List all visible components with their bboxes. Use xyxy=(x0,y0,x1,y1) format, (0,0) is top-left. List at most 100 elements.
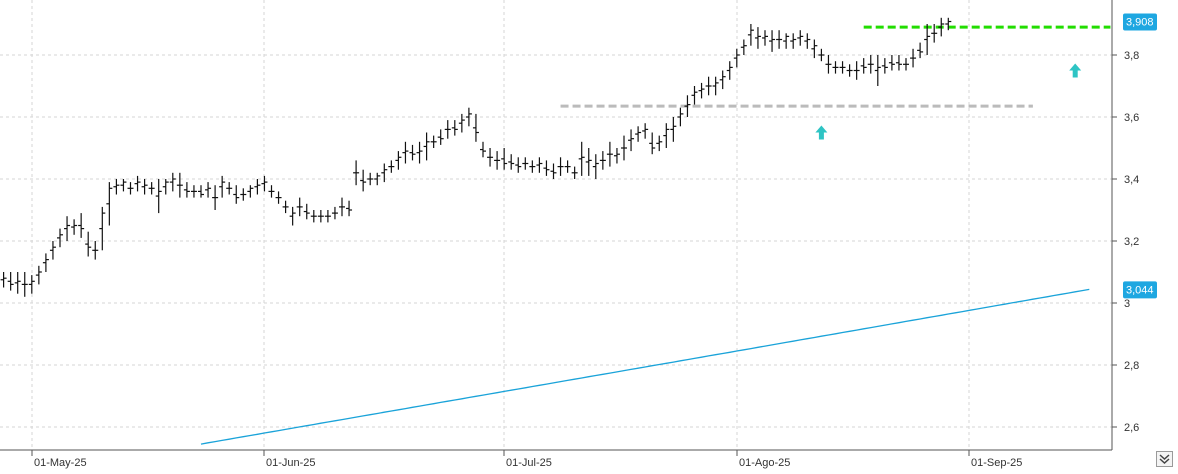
price-bar xyxy=(726,61,733,80)
price-bar xyxy=(331,206,338,220)
arrow-up-icon xyxy=(815,125,828,140)
moving-average-line xyxy=(200,288,1090,445)
price-bar xyxy=(599,151,606,170)
price-bar xyxy=(895,55,902,71)
price-bar xyxy=(35,265,42,285)
price-bar xyxy=(557,157,564,176)
price-bar xyxy=(282,200,289,214)
price-bar xyxy=(846,64,853,77)
price-bar xyxy=(275,191,282,204)
price-bar xyxy=(938,17,945,37)
x-tick-label: 01-May-25 xyxy=(34,457,87,469)
price-bar xyxy=(183,182,190,198)
last-price-badge-bg xyxy=(1123,13,1157,31)
price-bar xyxy=(28,275,35,294)
y-tick-label: 3,8 xyxy=(1124,50,1139,62)
y-axis-ticks: 2,6 2,8 3 3,2 3,4 3,6 3,8 xyxy=(1112,50,1139,434)
price-bar xyxy=(268,185,275,198)
price-badges: 3,908 3,044 xyxy=(1123,13,1157,299)
price-bar xyxy=(296,197,303,217)
price-bars xyxy=(0,17,952,297)
price-bar xyxy=(324,210,331,223)
price-bar xyxy=(205,182,212,198)
price-bar xyxy=(501,148,508,170)
price-bar xyxy=(508,154,515,170)
price-bar xyxy=(339,197,345,217)
y-tick-label: 3,2 xyxy=(1124,236,1139,248)
price-bar xyxy=(113,179,120,195)
scroll-to-end-button[interactable] xyxy=(1156,451,1173,467)
price-bar xyxy=(536,157,543,173)
moving-average-badge-bg xyxy=(1123,281,1157,299)
price-bar xyxy=(529,160,536,173)
price-bar xyxy=(162,179,169,195)
price-bar xyxy=(740,39,747,55)
price-bar xyxy=(409,144,416,161)
price-bar xyxy=(860,58,867,74)
chevron-double-down-icon xyxy=(1159,454,1170,465)
price-bar xyxy=(684,95,691,117)
price-bar xyxy=(832,61,839,74)
price-bar xyxy=(712,76,719,96)
price-bar xyxy=(212,185,219,210)
x-axis-ticks: 01-May-25 01-Jun-25 01-Jul-25 01-Ago-25 01-S… xyxy=(31,450,1022,469)
price-bar xyxy=(416,141,423,164)
price-bar xyxy=(310,210,317,223)
price-bar xyxy=(910,48,917,68)
price-bar xyxy=(254,179,261,195)
price-bar xyxy=(754,27,761,49)
x-tick-label: 01-Jul-25 xyxy=(506,457,552,469)
x-tick-label: 01-Jun-25 xyxy=(266,457,316,469)
y-tick-label: 3 xyxy=(1124,298,1130,310)
price-bar xyxy=(677,107,684,127)
price-bar xyxy=(303,203,310,220)
price-bar xyxy=(621,135,627,161)
price-bar xyxy=(769,30,776,52)
price-bar xyxy=(148,182,155,195)
price-bar xyxy=(571,166,578,179)
price-bar xyxy=(853,61,860,80)
price-bar xyxy=(106,182,113,226)
price-bar xyxy=(606,141,613,167)
y-tick-label: 3,6 xyxy=(1124,112,1139,124)
price-bar xyxy=(691,86,698,105)
price-bar xyxy=(451,120,458,136)
price-bar xyxy=(924,24,931,55)
price-bar xyxy=(776,30,783,49)
signal-arrows xyxy=(815,63,1082,140)
price-bar xyxy=(550,163,557,179)
price-bar xyxy=(176,172,183,198)
price-bar xyxy=(346,200,353,217)
price-bar xyxy=(522,157,529,170)
price-bar xyxy=(7,272,14,291)
price-bar xyxy=(670,117,677,142)
price-bar xyxy=(64,216,71,241)
moving-average-series xyxy=(200,288,1090,445)
price-bar xyxy=(240,188,247,201)
price-bar xyxy=(480,141,486,158)
price-bar xyxy=(247,185,254,198)
price-bar xyxy=(85,231,92,257)
y-tick-label: 2,6 xyxy=(1124,422,1139,434)
price-bar xyxy=(219,175,226,198)
price-bar xyxy=(818,48,825,62)
price-bar xyxy=(903,58,909,71)
price-bar xyxy=(233,185,240,204)
price-bar xyxy=(931,24,938,43)
price-bar xyxy=(430,135,437,148)
price-bar xyxy=(839,61,846,74)
price-bar xyxy=(945,17,952,31)
price-bar xyxy=(733,48,740,68)
resistance-lines xyxy=(560,25,1111,108)
price-bar xyxy=(564,160,571,173)
price-bar xyxy=(494,151,501,170)
last-price-label: 3,908 xyxy=(1126,17,1154,29)
moving-average-label: 3,044 xyxy=(1126,284,1154,296)
price-bar xyxy=(543,160,550,176)
price-bar xyxy=(811,39,818,59)
price-bar xyxy=(642,123,649,139)
price-bar xyxy=(190,185,197,198)
price-bar xyxy=(127,182,134,195)
price-bar xyxy=(367,172,374,186)
price-bar xyxy=(92,241,99,260)
